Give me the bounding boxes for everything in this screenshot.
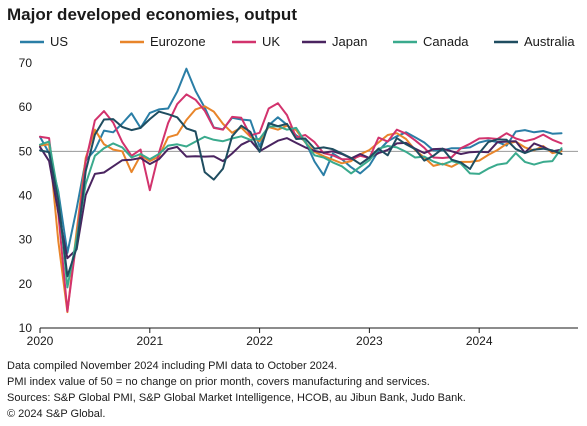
y-tick-label: 30	[19, 233, 33, 247]
chart-legend: US Eurozone UK Japan Canada Australia	[20, 34, 575, 49]
chart-axes: 10 20 30 40 50 60 70 2020 2021 2022 2023 2024	[19, 56, 578, 348]
y-tick-label: 60	[19, 100, 33, 114]
series-line-canada	[39, 125, 563, 289]
chart-title: Major developed economies, output	[7, 5, 297, 24]
x-tick-label: 2023	[356, 334, 383, 348]
legend-item-uk: UK	[232, 34, 280, 49]
legend-label: Canada	[423, 34, 469, 49]
y-tick-label: 50	[19, 144, 33, 158]
note-pmi-definition: PMI index value of 50 = no change on pri…	[7, 376, 430, 388]
note-copyright: © 2024 S&P Global.	[7, 408, 106, 420]
legend-label: UK	[262, 34, 280, 49]
legend-item-japan: Japan	[302, 34, 367, 49]
legend-label: Eurozone	[150, 34, 206, 49]
x-tick-label: 2022	[246, 334, 273, 348]
y-tick-label: 40	[19, 189, 33, 203]
note-data-compiled: Data compiled November 2024 including PM…	[7, 360, 338, 372]
series-line-japan	[39, 137, 563, 260]
legend-label: Japan	[332, 34, 367, 49]
plot-area	[39, 67, 563, 314]
legend-item-us: US	[20, 34, 68, 49]
legend-item-canada: Canada	[393, 34, 469, 49]
series-line-us	[39, 67, 563, 254]
x-tick-label: 2020	[27, 334, 54, 348]
legend-label: Australia	[524, 34, 575, 49]
series-line-australia	[39, 110, 563, 278]
legend-label: US	[50, 34, 68, 49]
x-tick-label: 2024	[466, 334, 493, 348]
legend-item-australia: Australia	[494, 34, 575, 49]
y-tick-label: 10	[19, 321, 33, 335]
chart-notes: Data compiled November 2024 including PM…	[7, 358, 466, 422]
legend-item-eurozone: Eurozone	[120, 34, 206, 49]
line-chart: US Eurozone UK Japan Canada Australia 10 20 30 4…	[19, 34, 578, 348]
y-tick-label: 70	[19, 56, 33, 70]
note-sources: Sources: S&P Global PMI, S&P Global Mark…	[7, 392, 466, 404]
x-tick-label: 2021	[136, 334, 163, 348]
y-tick-label: 20	[19, 277, 33, 291]
